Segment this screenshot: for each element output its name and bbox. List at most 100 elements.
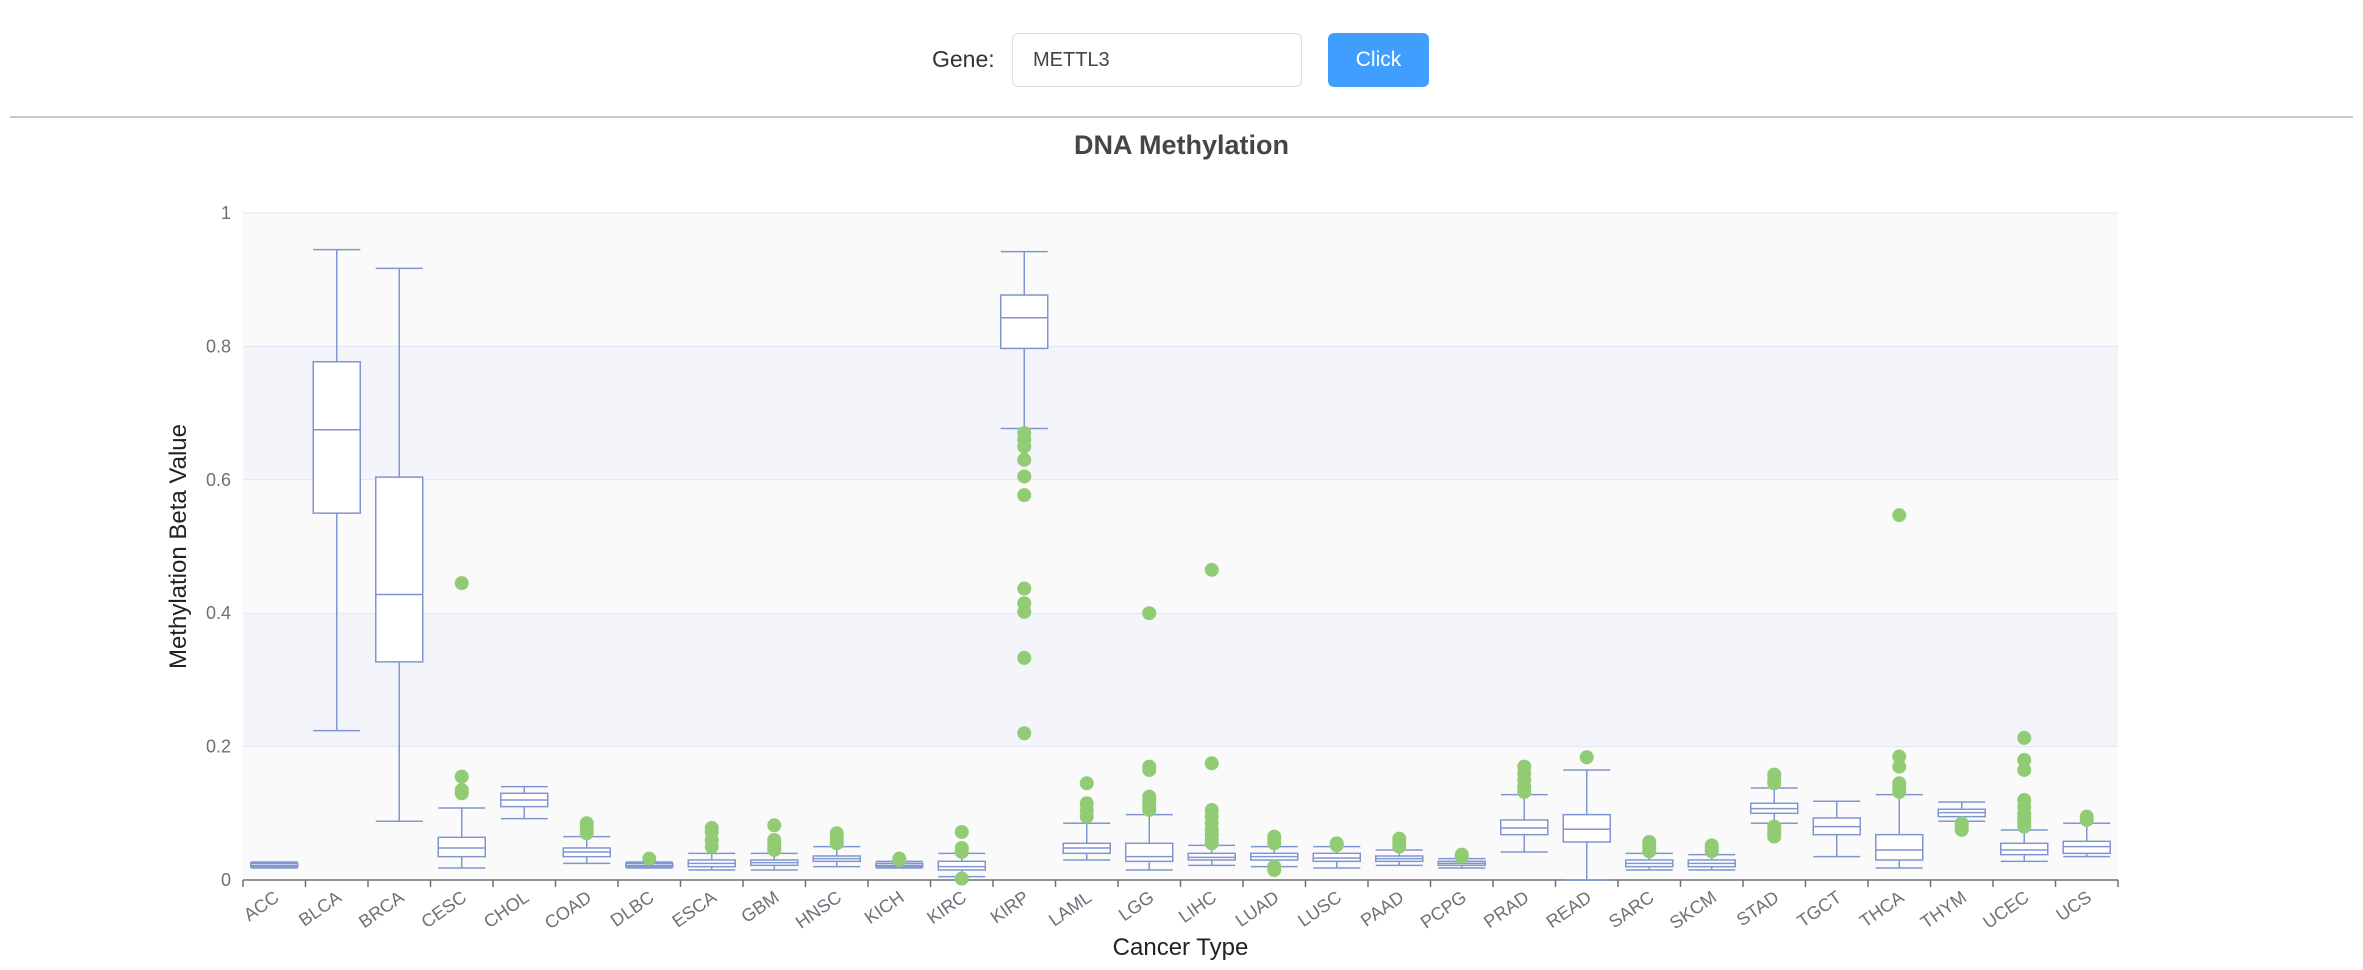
outlier-point [829,836,844,851]
outlier-point [454,786,469,801]
x-tick-label: KIRP [987,887,1033,927]
x-tick-label: COAD [541,887,595,933]
plot-band [243,746,2118,880]
y-tick-label: 0 [221,870,231,890]
x-tick-label: LAML [1045,887,1095,930]
x-tick-label: STAD [1733,887,1783,930]
outlier-point [1017,726,1032,741]
outlier-point [1329,838,1344,853]
outlier-point [579,826,594,841]
chart-title: DNA Methylation [1074,130,1289,160]
outlier-point [1079,776,1094,791]
outlier-point [1392,839,1407,854]
outlier-point [1017,581,1032,596]
outlier-point [454,769,469,784]
x-tick-label: ACC [240,887,283,925]
x-tick-label: THYM [1917,887,1970,933]
outlier-point [1517,784,1532,799]
plot-band [243,213,2118,347]
gene-input[interactable] [1012,33,1302,87]
box-kirc [937,860,986,871]
x-tick-label: BLCA [295,887,345,930]
x-tick-label: PRAD [1480,887,1532,932]
box-kirp [1000,294,1049,350]
x-tick-label: UCS [2052,887,2095,925]
outlier-point [767,842,782,857]
outlier-point [1142,762,1157,777]
outlier-point [1017,650,1032,665]
box-ucec [2000,842,2049,856]
outlier-point [2017,730,2032,745]
outlier-point [2017,819,2032,834]
outlier-point [1267,836,1282,851]
outlier-point [1142,802,1157,817]
outlier-point [954,844,969,859]
x-tick-label: CHOL [480,887,532,932]
outlier-point [1642,844,1657,859]
x-tick-label: HNSC [792,887,845,933]
outlier-point [2017,752,2032,767]
x-tick-label: BRCA [355,887,407,932]
outlier-point [954,824,969,839]
outlier-point [1079,809,1094,824]
outlier-point [1579,750,1594,765]
x-tick-label: PCPG [1417,887,1470,933]
x-tick-label: READ [1543,887,1595,932]
box-blca [312,360,361,514]
box-lgg [1125,842,1174,863]
box-read [1562,813,1611,843]
outlier-point [1204,756,1219,771]
outlier-point [1017,488,1032,503]
outlier-point [1017,439,1032,454]
x-tick-label: UCEC [1979,887,2032,933]
outlier-point [1704,844,1719,859]
x-tick-label: DLBC [607,887,658,931]
plot-band [243,479,2118,614]
outlier-point [1017,469,1032,484]
outlier-point [1267,862,1282,877]
x-tick-label: THCA [1856,887,1908,931]
x-tick-label: LIHC [1175,887,1220,927]
outlier-point [454,576,469,591]
y-tick-label: 0.6 [206,470,231,490]
x-tick-label: LUAD [1232,887,1283,931]
y-tick-label: 0.8 [206,336,231,356]
outlier-point [1892,508,1907,523]
outlier-point [1954,822,1969,837]
x-tick-label: PAAD [1357,887,1408,931]
x-tick-label: KICH [861,887,908,928]
x-axis-title: Cancer Type [1113,934,1249,961]
outlier-point [1892,784,1907,799]
y-tick-label: 1 [221,203,231,223]
outlier-point [2079,812,2094,827]
x-tick-label: LGG [1115,887,1158,925]
divider [10,116,2353,118]
outlier-point [704,839,719,854]
y-tick-label: 0.4 [206,603,231,623]
outlier-point [1204,562,1219,577]
outlier-point [2017,762,2032,777]
x-tick-label: SARC [1605,887,1657,932]
x-tick-label: GBM [737,887,782,927]
click-button[interactable]: Click [1328,33,1429,87]
box-thca [1875,833,1924,861]
y-tick-label: 0.2 [206,737,231,757]
outlier-point [1767,776,1782,791]
x-tick-label: LUSC [1294,887,1345,931]
outlier-point [954,871,969,886]
x-tick-label: CESC [418,887,470,932]
plot-band [243,346,2118,480]
outlier-point [892,852,907,867]
outlier-point [642,851,657,866]
outlier-point [1892,749,1907,764]
outlier-point [1142,606,1157,621]
plot-band [243,613,2118,747]
box-brca [375,476,424,663]
x-tick-label: ESCA [668,887,720,932]
outlier-point [1454,849,1469,864]
box-cesc [437,836,486,858]
x-tick-label: TGCT [1793,887,1845,931]
search-bar: Gene: Click [0,0,2363,118]
x-tick-label: KIRC [923,887,970,928]
